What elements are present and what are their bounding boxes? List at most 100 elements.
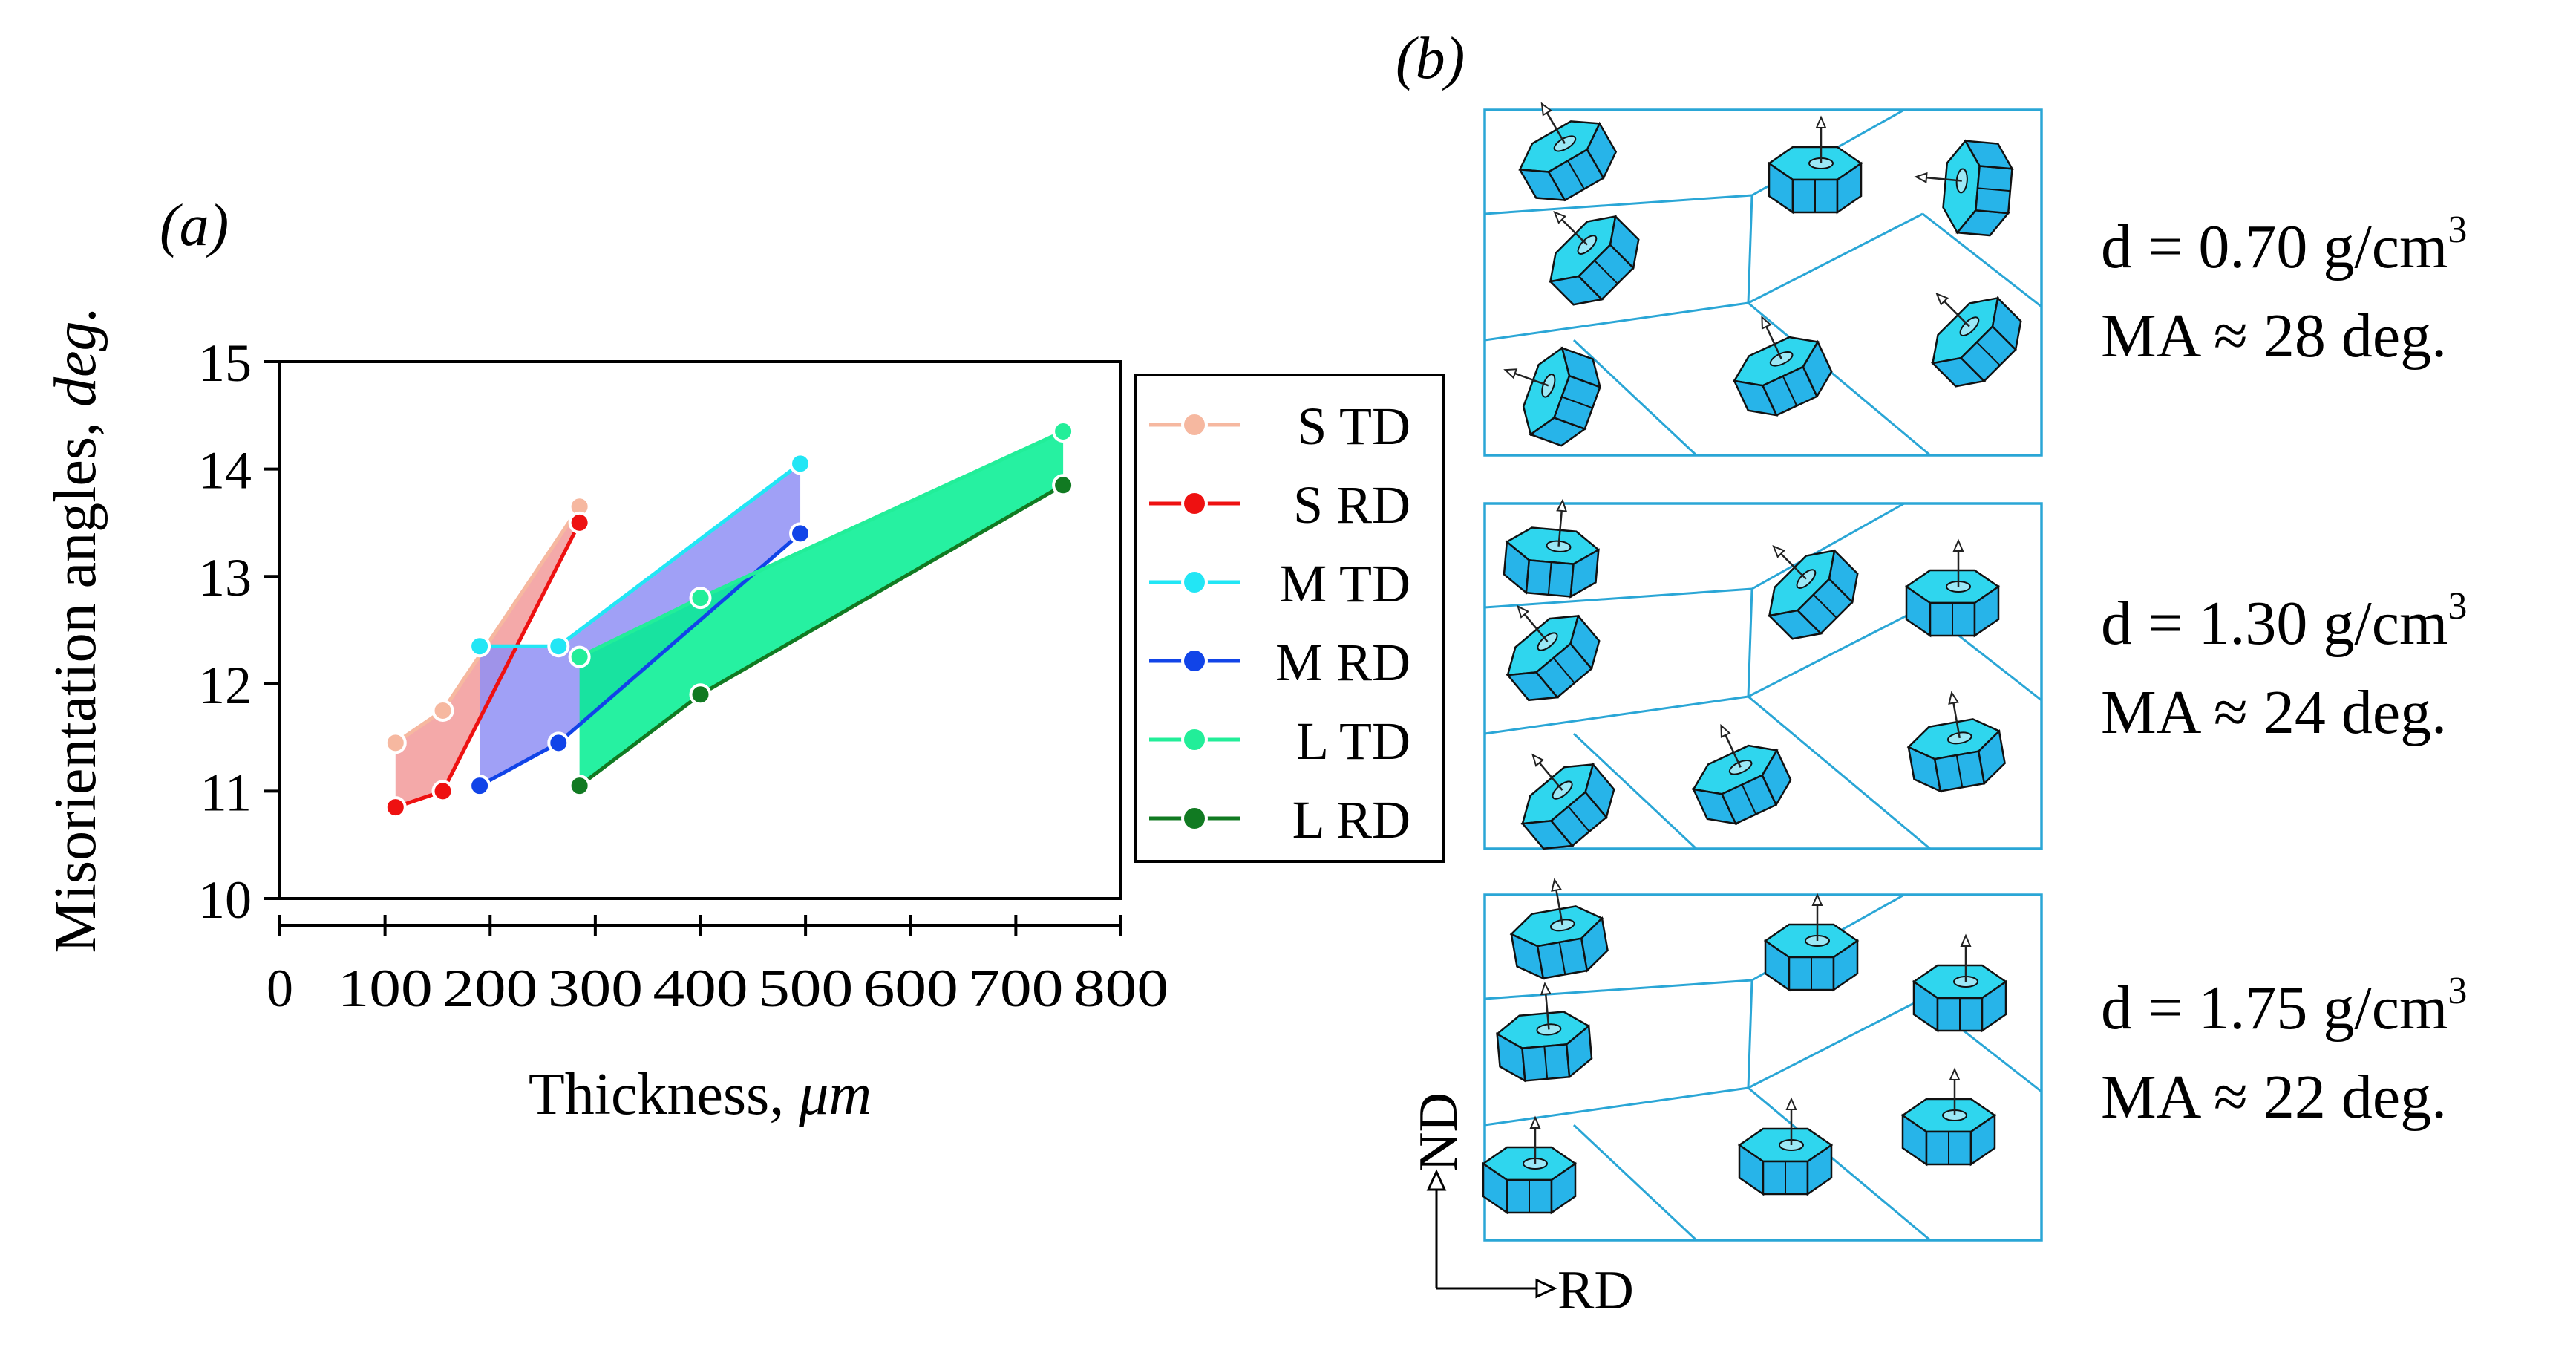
y-tick-label: 15: [198, 333, 252, 393]
point-l-td-2: [689, 587, 712, 610]
x-axis-label: Thickness, μm: [529, 1062, 872, 1127]
legend-label: M RD: [1275, 633, 1410, 692]
x-tick-label: 300: [548, 959, 643, 1018]
chart-bands: [395, 431, 1064, 808]
grain-boundary: [1572, 339, 1698, 457]
y-axis-label: Misorientation angles, deg.: [43, 307, 108, 953]
hexagonal-crystal-icon: [1906, 691, 2006, 793]
grain-boundary: [1572, 732, 1698, 850]
grain-boundary: [1484, 301, 1749, 342]
hexagonal-crystal-icon: [1692, 723, 1792, 825]
y-tick-label: 11: [200, 763, 252, 822]
microstructure-high-density: [1481, 878, 2043, 1242]
grain-boundary: [1922, 212, 2042, 308]
y-tick-label: 12: [198, 656, 252, 715]
point-s-td-1: [384, 731, 407, 754]
point-l-rd-3: [1052, 474, 1075, 497]
grain-boundary: [1572, 1124, 1698, 1242]
point-s-rd-1: [384, 796, 407, 819]
hexagonal-crystal-icon: [1763, 893, 1860, 992]
panel-a-label: (a): [160, 193, 229, 258]
rd-arrow-icon: [1535, 1278, 1557, 1299]
direction-indicator: ND RD: [1408, 1092, 1634, 1321]
chart-points: [384, 420, 1075, 819]
legend-label: L TD: [1296, 711, 1410, 771]
grain-boundary: [1484, 979, 1753, 1000]
grain-boundary: [1484, 695, 1749, 735]
density-label-1: d = 0.70 g/cm3: [2101, 209, 2467, 281]
grain-boundary: [1484, 587, 1753, 609]
x-tick-label: 500: [758, 959, 853, 1018]
x-tick-label: 200: [442, 959, 537, 1018]
grain-boundary: [1751, 502, 1905, 590]
legend-marker: [1181, 726, 1208, 753]
point-l-rd-2: [689, 683, 712, 706]
legend-marker: [1181, 411, 1208, 438]
hexagonal-crystal-icon: [1520, 753, 1615, 850]
point-m-td-2: [547, 635, 570, 658]
microstructure-panels: [1481, 102, 2043, 1242]
nd-arrow-icon: [1426, 1169, 1447, 1191]
hexagonal-crystal-icon: [1503, 498, 1601, 599]
hexagonal-crystal-icon: [1900, 1067, 1997, 1167]
legend-label: S TD: [1297, 397, 1410, 456]
point-l-rd-1: [568, 775, 591, 798]
density-label-3: d = 1.75 g/cm3: [2101, 970, 2467, 1043]
hexagonal-crystal-icon: [1548, 210, 1640, 306]
point-l-td-3: [1052, 420, 1075, 443]
y-tick-label: 13: [198, 548, 252, 607]
point-m-td-1: [468, 635, 491, 658]
x-tick-label: 400: [653, 959, 748, 1018]
x-tick-label: 600: [863, 959, 958, 1018]
grain-boundary: [1748, 1086, 1931, 1242]
microstructure-low-density: [1483, 102, 2043, 457]
grain-boundary: [1748, 997, 1923, 1089]
grain-boundary: [1484, 194, 1753, 215]
hexagonal-crystal-icon: [1733, 315, 1833, 417]
y-tick-label: 14: [198, 441, 252, 501]
grain-boundary: [1484, 1086, 1749, 1127]
point-l-td-1: [568, 645, 591, 668]
ma-label-1: MA ≈ 28 deg.: [2101, 301, 2447, 371]
hexagonal-crystal-icon: [1914, 139, 2014, 237]
ma-label-2: MA ≈ 24 deg.: [2101, 678, 2447, 747]
band-2: [480, 463, 801, 786]
hexagonal-crystal-icon: [1503, 346, 1602, 447]
band-3: [579, 431, 1064, 786]
x-tick-label: 700: [968, 959, 1063, 1018]
grain-boundary: [1747, 979, 1753, 1089]
rd-label: RD: [1557, 1260, 1634, 1321]
hexagonal-crystal-icon: [1767, 544, 1859, 640]
legend-label: S RD: [1293, 475, 1410, 535]
legend-label: M TD: [1279, 554, 1410, 613]
hexagonal-crystal-icon: [1737, 1097, 1834, 1196]
hexagonal-crystal-icon: [1767, 115, 1863, 215]
density-label-2: d = 1.30 g/cm3: [2101, 585, 2467, 658]
grain-boundary: [1748, 606, 1923, 698]
point-m-rd-1: [468, 775, 491, 798]
hexagonal-crystal-icon: [1506, 604, 1601, 702]
x-tick-label: 0: [267, 959, 293, 1018]
legend-frame: [1134, 374, 1445, 863]
grain-boundary: [1748, 212, 1923, 304]
x-tick-label: 800: [1073, 959, 1168, 1018]
chart-a: 10 11 12 13 14 15 0 100 200 300 400 500 600 700 800 Th…: [43, 307, 1168, 1127]
grain-boundary: [1748, 695, 1931, 850]
legend-marker: [1181, 805, 1208, 832]
point-s-rd-3: [568, 511, 591, 534]
point-m-td-3: [789, 452, 812, 475]
hexagonal-crystal-icon: [1481, 1115, 1578, 1215]
hexagonal-crystal-icon: [1930, 292, 2022, 388]
nd-label: ND: [1408, 1092, 1469, 1172]
point-m-rd-3: [789, 522, 812, 545]
grain-boundary: [1748, 301, 1931, 457]
legend-marker: [1181, 648, 1208, 674]
legend-marker: [1181, 569, 1208, 596]
x-tick-label: 100: [338, 959, 433, 1018]
y-tick-label: 10: [198, 870, 252, 930]
legend-marker: [1181, 490, 1208, 517]
microstructure-mid-density: [1483, 498, 2043, 850]
grain-boundary: [1747, 195, 1753, 304]
grain-boundary: [1747, 588, 1753, 697]
